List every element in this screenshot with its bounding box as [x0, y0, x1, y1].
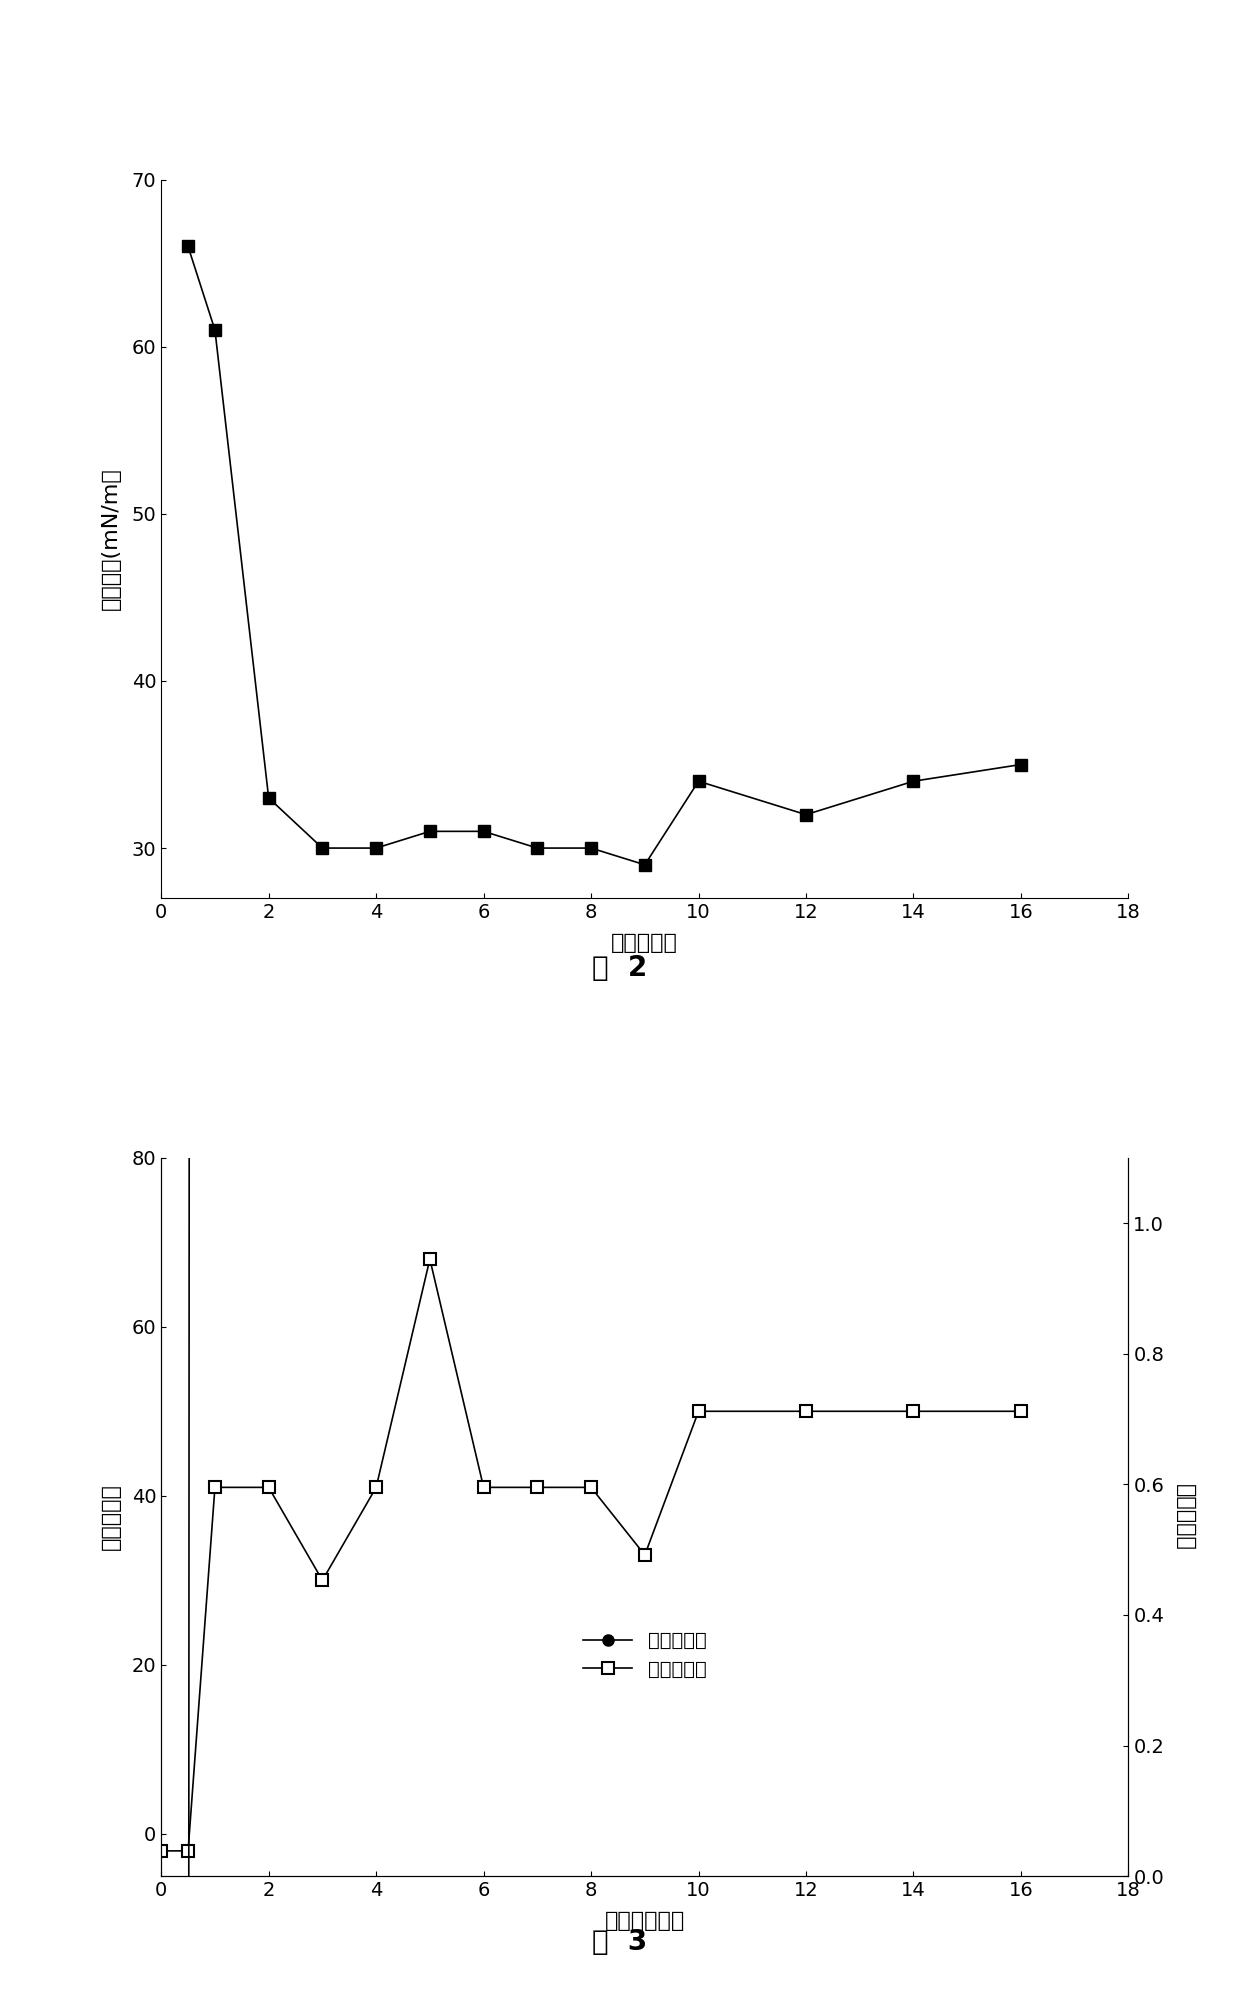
乳化剂浓度: [799, 1399, 813, 1423]
乳化剂浓度: [207, 1475, 222, 1499]
乳化剂浓度: [181, 1838, 196, 1862]
乳化剂浓度: [476, 1475, 491, 1499]
X-axis label: 时间（天）: 时间（天）: [611, 934, 678, 954]
Y-axis label: 乳化剂浓度: 乳化剂浓度: [100, 1483, 120, 1551]
Legend: 乳化百分比, 乳化剂浓度: 乳化百分比, 乳化剂浓度: [575, 1623, 714, 1687]
乳化剂浓度: [529, 1475, 544, 1499]
乳化剂浓度: [368, 1475, 383, 1499]
乳化剂浓度: [423, 1248, 438, 1271]
Text: 图  2: 图 2: [593, 954, 647, 982]
乳化剂浓度: [584, 1475, 599, 1499]
X-axis label: 时　间（天）: 时 间（天）: [605, 1912, 684, 1932]
Text: 图  3: 图 3: [593, 1928, 647, 1956]
乳化剂浓度: [315, 1569, 330, 1593]
乳化剂浓度: [262, 1475, 277, 1499]
Line: 乳化剂浓度: 乳化剂浓度: [156, 1253, 1027, 1856]
乳化剂浓度: [906, 1399, 921, 1423]
乳化剂浓度: [1013, 1399, 1028, 1423]
Line: 乳化百分比: 乳化百分比: [156, 0, 1027, 1996]
Y-axis label: 表面张力(mN/m）: 表面张力(mN/m）: [100, 467, 120, 611]
乳化剂浓度: [691, 1399, 706, 1423]
乳化剂浓度: [637, 1543, 652, 1567]
Y-axis label: 乳化百分比: 乳化百分比: [1176, 1483, 1195, 1551]
乳化剂浓度: [154, 1838, 169, 1862]
